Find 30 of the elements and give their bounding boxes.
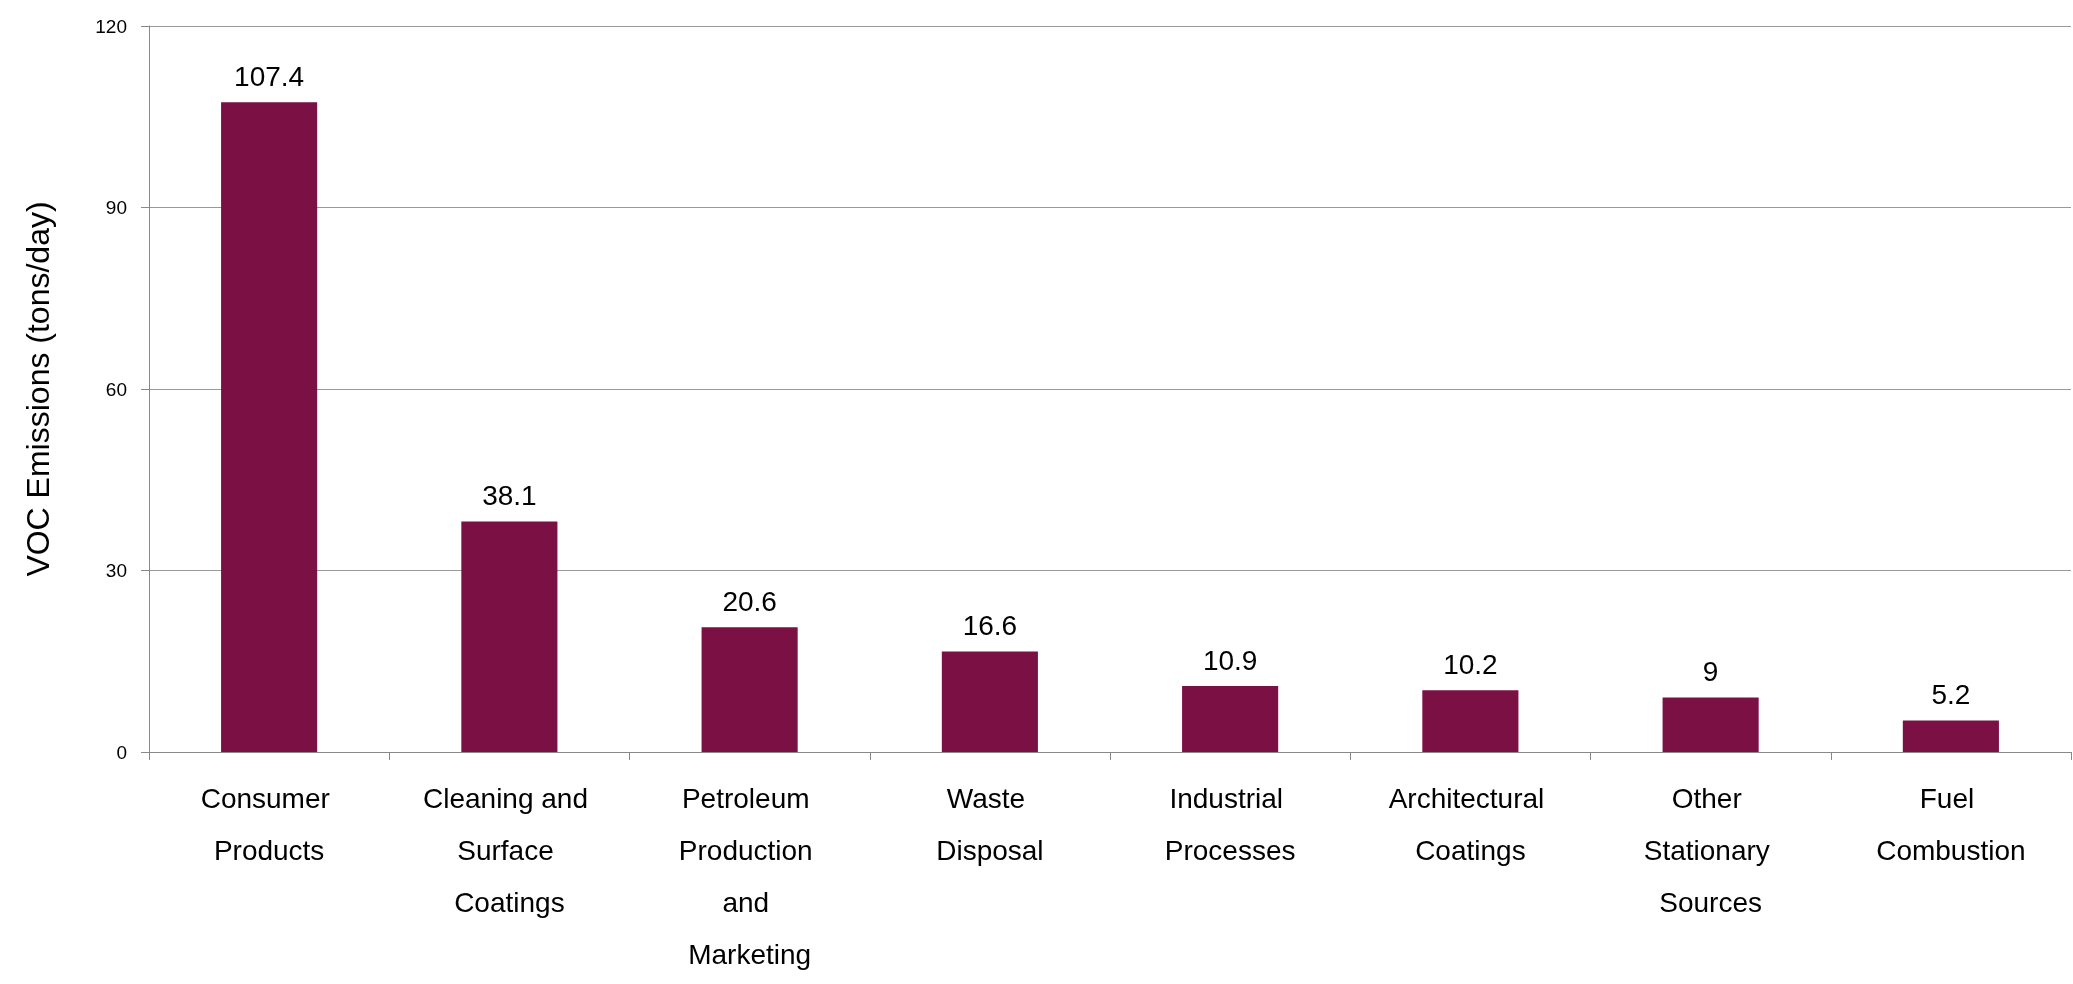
- bar: [221, 102, 318, 752]
- y-tick-label: 120: [95, 15, 127, 37]
- y-tick-label: 0: [116, 741, 127, 763]
- y-tick-label: 90: [105, 197, 127, 218]
- y-axis-title: VOC Emissions (tons/day): [20, 201, 56, 577]
- y-tick-label: 60: [105, 378, 127, 400]
- x-tick-label: Waste Disposal: [936, 782, 1044, 866]
- y-tick-label: 30: [105, 560, 127, 581]
- data-label: 5.2: [1931, 679, 1971, 711]
- bar: [701, 627, 798, 752]
- x-tick-label: Petroleum Production and Marketing: [678, 782, 821, 970]
- bar: [1902, 720, 1999, 752]
- data-label: 9: [1702, 656, 1719, 688]
- data-label: 10.2: [1443, 648, 1498, 680]
- bar: [1662, 697, 1759, 752]
- data-label: 16.6: [962, 610, 1018, 642]
- x-tick-label: Consumer Products: [200, 782, 338, 866]
- x-tick-label: Industrial Processes: [1164, 782, 1296, 866]
- bar: [461, 521, 558, 752]
- data-label: 20.6: [722, 585, 777, 617]
- x-tick-label: Cleaning and Surface Coatings: [422, 782, 596, 918]
- x-tick-label: Other Stationary Sources: [1643, 782, 1778, 918]
- bar: [1422, 690, 1519, 752]
- bar: [941, 651, 1038, 752]
- data-label: 38.1: [482, 479, 537, 511]
- data-label: 107.4: [234, 60, 305, 92]
- x-tick-label: Architectural Coatings: [1388, 782, 1553, 866]
- bar: [1182, 686, 1279, 752]
- data-label: 10.9: [1202, 644, 1258, 676]
- x-tick-label: Fuel Combustion: [1876, 782, 2026, 866]
